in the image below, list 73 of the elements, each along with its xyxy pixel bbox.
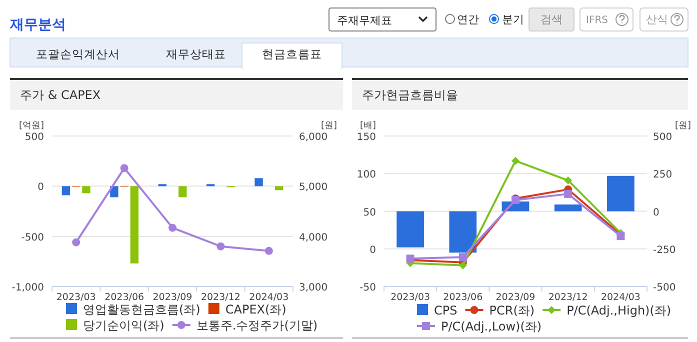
bar bbox=[274, 186, 284, 190]
x-tick-label: 2023/12 bbox=[548, 292, 588, 303]
legend-label: PCR(좌) bbox=[489, 304, 535, 318]
y-tick-label: 100 bbox=[356, 170, 376, 181]
chart-title: 주가현금흐름비율 bbox=[362, 88, 458, 102]
x-tick-label: 2023/03 bbox=[56, 292, 96, 303]
legend-label: 영업활동현금흐름(좌) bbox=[83, 302, 200, 316]
bar bbox=[449, 211, 477, 253]
x-tick-label: 2023/06 bbox=[104, 292, 144, 303]
legend-label: 당기순이익(좌) bbox=[83, 318, 164, 332]
y2-tick-label: 250 bbox=[653, 170, 672, 181]
text: 포괄손익계산서 bbox=[36, 47, 120, 61]
text: 분기 bbox=[502, 13, 524, 26]
text: 재무분석 bbox=[9, 17, 66, 33]
y-tick-label: 150 bbox=[356, 132, 376, 143]
y2-tick-label: -250 bbox=[653, 244, 676, 256]
x-tick-label: 2023/09 bbox=[496, 292, 536, 303]
bar bbox=[554, 204, 582, 212]
y-tick-label: 0 bbox=[38, 182, 44, 194]
y2-tick-label: 6,000 bbox=[299, 132, 328, 143]
y2-tick-label: 500 bbox=[653, 132, 672, 143]
point bbox=[512, 156, 520, 165]
y2-tick-label: 3,000 bbox=[299, 282, 328, 294]
legend-label: CAPEX(좌) bbox=[225, 302, 286, 316]
text: 재무상태표 bbox=[166, 47, 226, 61]
legend-label: P/C(Adj.,High)(좌) bbox=[566, 304, 672, 318]
y2-axis-title: [원] bbox=[674, 121, 691, 131]
y-tick-label: -500 bbox=[21, 232, 44, 244]
y2-tick-label: 0 bbox=[653, 207, 660, 218]
y2-tick-label: -500 bbox=[653, 282, 676, 294]
point bbox=[458, 261, 467, 270]
bar bbox=[82, 186, 90, 194]
point bbox=[564, 190, 572, 198]
text: 현금흐름표 bbox=[262, 47, 322, 61]
x-tick-label: 2024/03 bbox=[600, 292, 640, 303]
legend-label: CPS bbox=[434, 304, 458, 318]
x-tick-label: 2023/03 bbox=[390, 292, 430, 303]
point bbox=[72, 238, 80, 246]
y-tick-label: -1,000 bbox=[12, 282, 44, 294]
y-axis-title: [억원] bbox=[18, 121, 44, 131]
bar bbox=[396, 211, 424, 248]
bar bbox=[62, 186, 70, 196]
chart-title: 주가 & CAPEX bbox=[20, 88, 101, 102]
text: 산식 bbox=[646, 13, 668, 26]
text: 주재무제표 bbox=[337, 14, 392, 27]
bar bbox=[178, 186, 187, 198]
x-tick-label: 2024/03 bbox=[249, 292, 289, 303]
point bbox=[120, 164, 128, 172]
bar bbox=[110, 186, 118, 198]
y-axis-title: [배] bbox=[360, 121, 376, 131]
x-tick-label: 2023/09 bbox=[152, 292, 192, 303]
text: 검색 bbox=[540, 13, 562, 26]
y2-axis-title: [원] bbox=[320, 121, 337, 131]
legend-label: 보통주.수정주가(기말) bbox=[196, 318, 318, 332]
x-tick-label: 2023/12 bbox=[200, 292, 240, 303]
y-tick-label: 500 bbox=[24, 132, 44, 143]
x-tick-label: 2023/06 bbox=[443, 292, 483, 303]
point bbox=[264, 246, 273, 255]
text: 연간 bbox=[457, 13, 479, 26]
y2-tick-label: 4,000 bbox=[299, 232, 328, 244]
y-tick-label: 0 bbox=[370, 244, 376, 256]
y-tick-label: 50 bbox=[363, 207, 376, 218]
point bbox=[564, 176, 572, 184]
y2-tick-label: 5,000 bbox=[299, 182, 328, 194]
legend-label: P/C(Adj.,Low)(좌) bbox=[441, 320, 542, 334]
y-tick-label: -50 bbox=[360, 282, 376, 294]
bar bbox=[607, 176, 634, 212]
point bbox=[216, 242, 225, 250]
bar bbox=[130, 186, 139, 264]
bar bbox=[254, 178, 263, 186]
point bbox=[458, 253, 467, 262]
text: IFRS bbox=[586, 15, 608, 26]
point bbox=[168, 224, 176, 232]
